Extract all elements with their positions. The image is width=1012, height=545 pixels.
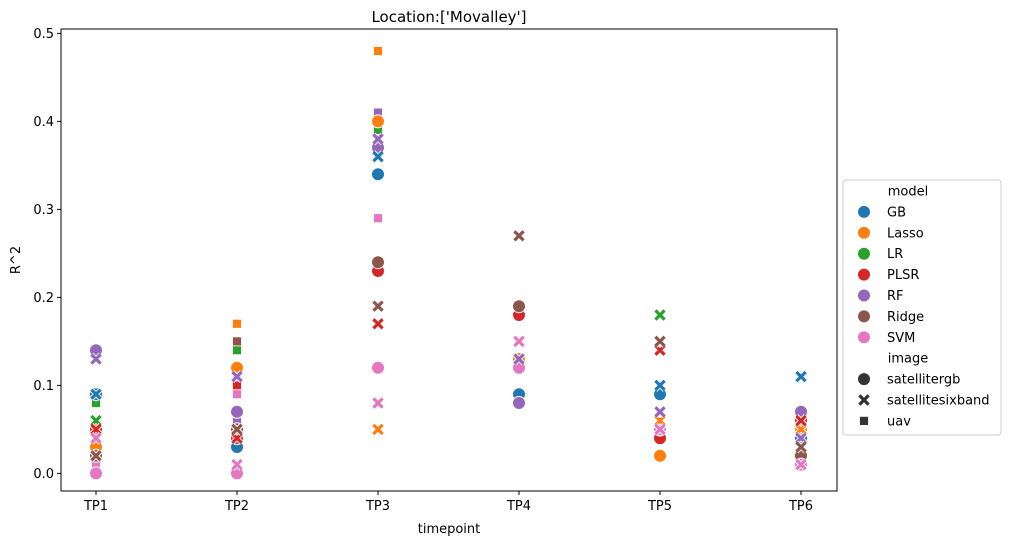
legend-frame xyxy=(842,179,1002,436)
y-tick-label: 0.2 xyxy=(33,291,54,306)
data-point xyxy=(232,336,242,347)
data-point xyxy=(512,396,526,410)
legend-marker xyxy=(857,267,871,282)
data-point xyxy=(89,449,103,463)
legend-title-image: image xyxy=(888,352,929,367)
legend-marker xyxy=(857,372,871,387)
legend-marker xyxy=(857,288,871,303)
legend-marker xyxy=(857,309,871,324)
data-point xyxy=(89,466,103,481)
data-point xyxy=(371,150,385,163)
legend-title-model: model xyxy=(888,185,928,200)
data-point xyxy=(371,317,385,331)
x-tick-label: TP2 xyxy=(224,499,249,514)
data-point xyxy=(653,308,667,322)
data-point xyxy=(653,379,667,392)
data-point xyxy=(373,213,383,224)
data-points xyxy=(89,46,808,481)
y-tick-label: 0.1 xyxy=(33,379,54,394)
data-point xyxy=(512,299,526,314)
data-point xyxy=(232,318,242,329)
legend-entry-label: RF xyxy=(887,289,904,304)
data-point xyxy=(371,423,385,436)
data-point xyxy=(794,440,808,454)
x-tick-label: TP4 xyxy=(506,499,531,514)
data-point xyxy=(371,299,385,313)
data-point xyxy=(371,132,385,146)
legend-entry-label: Lasso xyxy=(887,226,924,241)
data-point xyxy=(512,335,526,348)
y-tick-label: 0.0 xyxy=(33,467,54,482)
legend-entry-label: GB xyxy=(887,205,906,220)
data-point xyxy=(371,114,385,129)
y-tick-label: 0.4 xyxy=(33,115,54,130)
legend-entry-label: satellitergb xyxy=(887,373,960,388)
data-point xyxy=(512,229,526,243)
data-point xyxy=(373,46,383,56)
legend-marker xyxy=(857,330,871,345)
data-point xyxy=(794,414,808,427)
plot-area-frame xyxy=(60,28,838,492)
data-point xyxy=(371,167,385,182)
data-point xyxy=(230,404,244,419)
data-point xyxy=(371,360,385,375)
x-tick-label: TP1 xyxy=(83,499,108,514)
data-point xyxy=(794,458,808,471)
data-point xyxy=(653,405,667,419)
legend: model GB Lasso LR PLSR RF Ridge SVM image satelli… xyxy=(842,179,1002,436)
legend-marker xyxy=(859,415,869,426)
data-point xyxy=(232,345,242,356)
y-tick-label: 0.3 xyxy=(33,203,54,218)
legend-marker xyxy=(857,393,871,407)
data-point xyxy=(512,352,526,366)
data-point xyxy=(89,431,103,445)
x-tick-label: TP3 xyxy=(365,499,390,514)
data-point xyxy=(794,370,808,383)
legend-entry-label: Ridge xyxy=(887,310,924,325)
legend-marker xyxy=(857,225,871,240)
legend-entry-label: SVM xyxy=(887,331,915,346)
legend-marker xyxy=(857,246,871,261)
data-point xyxy=(653,335,667,348)
data-point xyxy=(653,448,667,463)
data-point xyxy=(89,352,103,366)
x-axis: TP1 TP2 TP3 TP4 TP5 TP6 xyxy=(83,491,813,514)
data-point xyxy=(230,423,244,436)
y-axis: 0.0 0.1 0.2 0.3 0.4 0.5 xyxy=(33,27,61,482)
legend-entry-label: uav xyxy=(887,414,911,429)
legend-marker xyxy=(857,204,871,219)
y-tick-label: 0.5 xyxy=(33,27,54,42)
data-point xyxy=(371,396,385,410)
x-tick-label: TP5 xyxy=(647,499,672,514)
y-axis-label: R^2 xyxy=(9,246,24,274)
data-point xyxy=(371,255,385,270)
legend-entry-label: LR xyxy=(887,247,903,262)
data-point xyxy=(232,389,242,400)
chart-title: Location:['Movalley'] xyxy=(371,8,526,26)
legend-entry-label: PLSR xyxy=(887,268,919,283)
data-point xyxy=(230,458,244,471)
data-point xyxy=(653,423,667,436)
x-tick-label: TP6 xyxy=(788,499,813,514)
x-axis-label: timepoint xyxy=(418,522,481,537)
legend-entry-label: satellitesixband xyxy=(887,394,990,409)
data-point xyxy=(230,370,244,383)
data-point xyxy=(89,387,103,401)
